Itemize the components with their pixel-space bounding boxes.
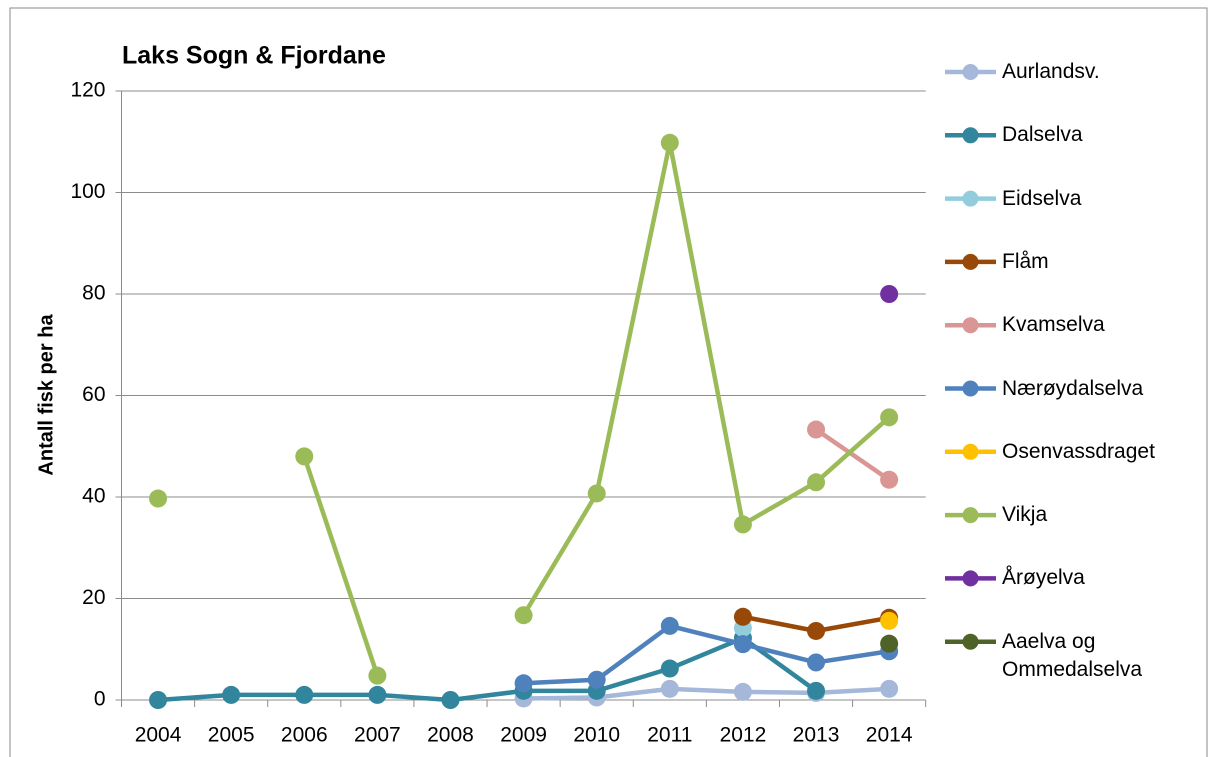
x-tick-label: 2013	[793, 724, 840, 747]
legend-label: Aurlandsv.	[1002, 60, 1100, 83]
legend-marker	[962, 380, 979, 397]
data-point	[880, 611, 899, 630]
x-tick-label: 2006	[281, 724, 328, 747]
data-point	[441, 691, 460, 709]
legend-label: Vikja	[1002, 503, 1048, 527]
data-point	[660, 133, 679, 152]
legend-marker	[962, 507, 979, 524]
series-line	[157, 635, 818, 703]
legend-marker	[962, 570, 979, 587]
x-tick-label: 2009	[500, 724, 547, 747]
data-point	[149, 489, 168, 508]
chart-border	[9, 7, 1208, 757]
x-tick-label: 2012	[720, 724, 767, 747]
data-point	[660, 679, 679, 698]
data-point	[587, 484, 606, 503]
series-line	[523, 686, 890, 701]
data-point	[880, 634, 899, 653]
y-tick-label: 60	[82, 383, 105, 406]
legend-label: Dalselva	[1002, 123, 1083, 147]
data-point	[514, 674, 533, 693]
x-tick-label: 2014	[866, 724, 913, 747]
data-point	[660, 616, 679, 635]
data-point	[733, 682, 752, 701]
y-tick-label: 120	[70, 79, 105, 102]
x-tick-label: 2005	[208, 724, 255, 747]
x-tick-label: 2011	[647, 724, 692, 747]
data-point	[807, 420, 826, 439]
data-point	[807, 473, 826, 492]
legend-marker	[962, 64, 979, 80]
data-point	[807, 681, 826, 700]
legend-marker	[962, 443, 979, 460]
series-line	[814, 427, 891, 482]
data-point	[368, 685, 387, 704]
legend-marker	[962, 633, 979, 650]
data-point	[807, 621, 826, 640]
series-line	[523, 623, 890, 686]
legend-marker	[962, 127, 979, 144]
data-point	[733, 635, 752, 654]
data-point	[368, 666, 387, 685]
y-tick-label: 100	[70, 180, 105, 203]
legend-label: Kvamselva	[1002, 313, 1105, 337]
chart-title: Laks Sogn & Fjordane	[122, 42, 386, 70]
legend-label: Aaelva og Ommedalselva	[1002, 629, 1143, 681]
legend-label: Årøyelva	[1002, 566, 1085, 590]
data-point	[880, 470, 899, 489]
data-point	[222, 685, 241, 704]
data-point	[880, 679, 899, 698]
data-point	[733, 515, 752, 534]
x-tick-label: 2010	[573, 724, 620, 747]
data-point	[149, 691, 168, 709]
legend-label: Nærøydalselva	[1002, 376, 1144, 400]
y-tick-label: 40	[82, 485, 105, 508]
legend-marker	[962, 253, 979, 270]
y-tick-label: 0	[94, 688, 106, 711]
y-tick-label: 20	[82, 586, 105, 609]
data-point	[587, 670, 606, 689]
data-point	[880, 285, 899, 303]
data-point	[733, 607, 752, 626]
data-point	[514, 606, 533, 625]
data-point	[660, 659, 679, 678]
legend-label: Flåm	[1002, 249, 1049, 273]
legend-label: Eidselva	[1002, 186, 1082, 210]
y-axis-label: Antall fisk per ha	[35, 314, 57, 476]
legend-marker	[962, 190, 979, 207]
data-point	[807, 653, 826, 672]
data-point	[295, 685, 314, 704]
y-tick-label: 80	[82, 282, 105, 305]
legend-label: Osenvassdraget	[1002, 439, 1155, 463]
x-tick-label: 2008	[427, 724, 474, 747]
data-point	[880, 408, 899, 427]
legend-marker	[962, 317, 979, 334]
series-line	[302, 140, 891, 677]
data-point	[295, 447, 314, 466]
x-tick-label: 2004	[135, 724, 182, 747]
x-tick-label: 2007	[354, 724, 401, 747]
